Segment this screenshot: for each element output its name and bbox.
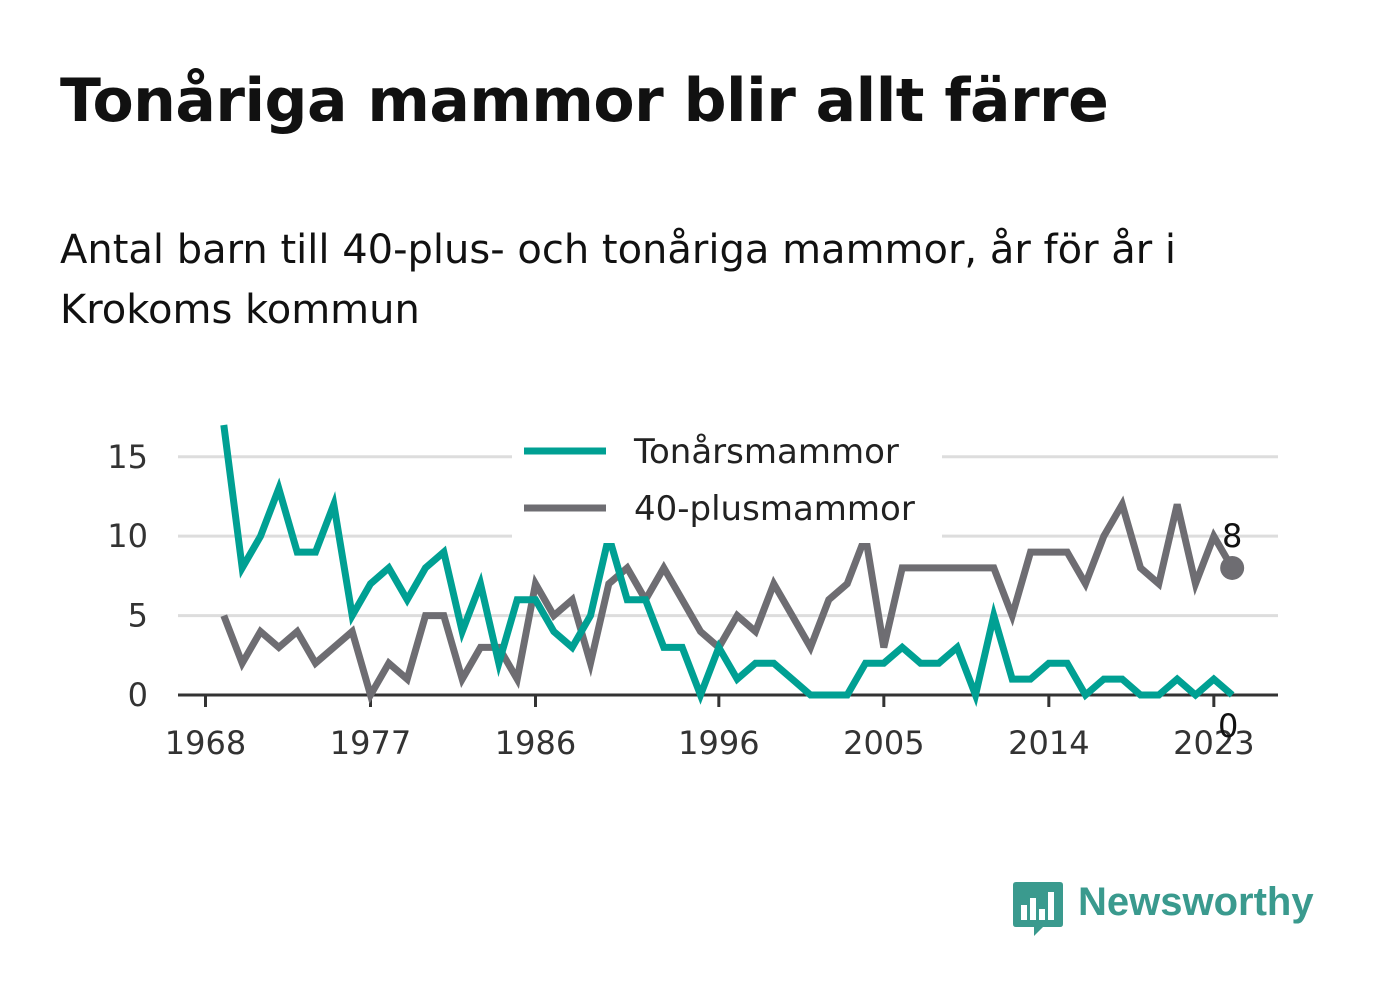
x-tick-label-2014: 2014 [1008, 724, 1089, 762]
y-tick-label-5: 5 [128, 597, 148, 635]
series-line-Tonårsmammor [220, 424, 1235, 707]
end-label-Tonårsmammor: 0 [1218, 707, 1238, 745]
chart-title: Tonåriga mammor blir allt färre [60, 66, 1109, 136]
x-axis: 1968 1977 1986 1996 2005 2014 2023 [165, 693, 1278, 762]
series-lines [220, 424, 1236, 707]
legend-label-40-plusmammor: 40-plusmammor [634, 489, 915, 529]
x-tick-label-1977: 1977 [330, 724, 411, 762]
y-tick-label-0: 0 [128, 676, 148, 714]
legend-label-Tonårsmammor: Tonårsmammor [633, 432, 899, 472]
y-axis-tick-labels: 0 5 10 15 [107, 438, 148, 714]
brand-name: Newsworthy [1078, 880, 1314, 924]
x-tick-label-2023: 2023 [1173, 724, 1254, 762]
legend: Tonårsmammor 40-plusmammor [512, 423, 942, 543]
newsworthy-brand: Newsworthy [1012, 878, 1322, 942]
chart-subtitle: Antal barn till 40-plus- och tonåriga ma… [60, 227, 1177, 333]
x-tick-label-1986: 1986 [495, 724, 576, 762]
x-tick-label-2005: 2005 [843, 724, 924, 762]
series-line-40-plusmammor [220, 495, 1236, 704]
y-tick-label-10: 10 [107, 517, 148, 555]
legend-background [512, 423, 942, 543]
end-label-40-plusmammor: 8 [1222, 517, 1242, 555]
end-marker-40-plusmammor [1220, 555, 1245, 580]
newsworthy-logo-icon [1013, 882, 1063, 936]
y-tick-label-15: 15 [107, 438, 148, 476]
x-tick-label-1996: 1996 [678, 724, 759, 762]
end-labels: 80 [1218, 517, 1245, 745]
x-tick-label-1968: 1968 [165, 724, 246, 762]
